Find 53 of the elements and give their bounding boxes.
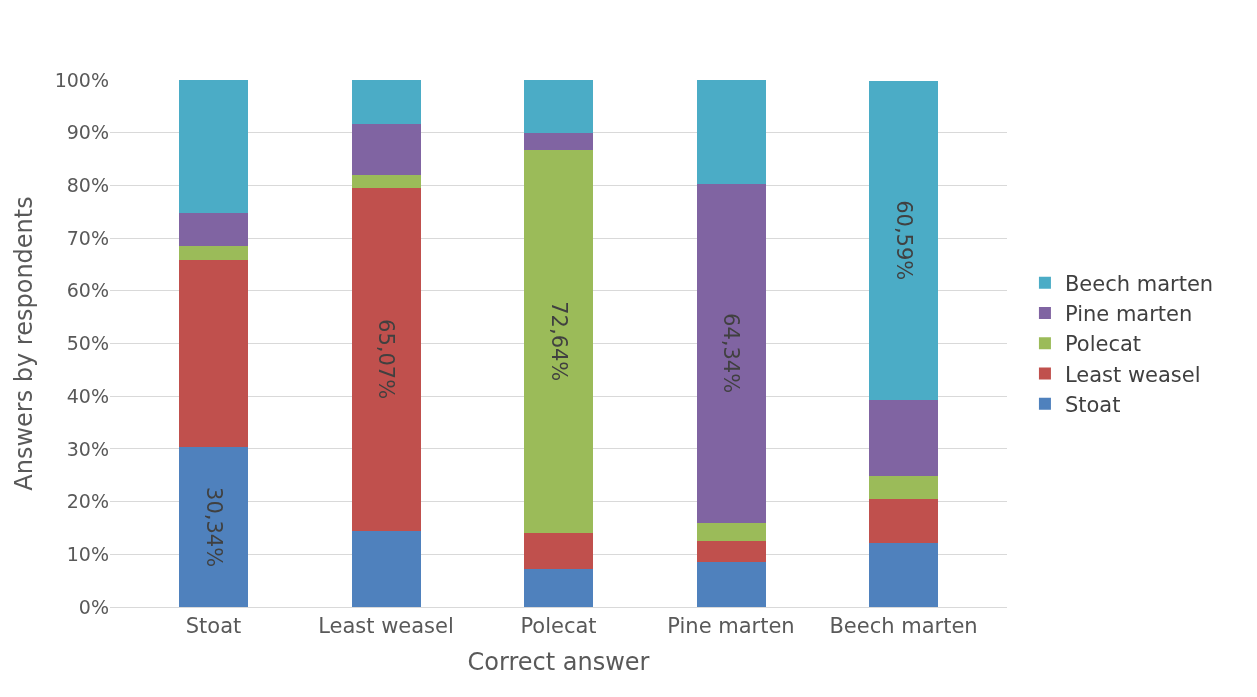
x-tick-label: Pine marten bbox=[667, 614, 795, 639]
bar bbox=[524, 532, 593, 570]
y-tick-label: 20% bbox=[66, 490, 109, 513]
legend-label: Stoat bbox=[1064, 393, 1121, 418]
y-tick-label: 40% bbox=[66, 384, 109, 407]
bar bbox=[351, 123, 421, 176]
y-tick-label: 70% bbox=[66, 226, 109, 249]
x-tick-label: Stoat bbox=[185, 614, 242, 639]
data-label: 60,59% bbox=[891, 200, 916, 281]
bar bbox=[869, 475, 938, 499]
bar bbox=[179, 447, 248, 607]
y-tick-label: 80% bbox=[66, 174, 109, 197]
data-label: 65,07% bbox=[374, 319, 398, 400]
legend-label: Polecat bbox=[1064, 332, 1142, 357]
y-tick-label: 100% bbox=[54, 68, 109, 91]
bar bbox=[696, 561, 766, 607]
bar bbox=[524, 80, 593, 134]
y-tick-label: 50% bbox=[66, 332, 109, 355]
y-tick-label: 10% bbox=[66, 542, 109, 565]
bar bbox=[179, 245, 248, 260]
y-tick-label: 90% bbox=[66, 121, 109, 144]
bar bbox=[524, 133, 593, 150]
x-tick-label: Beech marten bbox=[829, 614, 978, 639]
bar bbox=[179, 259, 248, 448]
bar bbox=[869, 498, 938, 544]
legend-label: Beech marten bbox=[1064, 271, 1214, 296]
bar bbox=[524, 149, 593, 533]
data-label: 30,34% bbox=[201, 487, 226, 568]
x-tick-label: Polecat bbox=[520, 614, 597, 639]
bar bbox=[696, 183, 766, 523]
bar bbox=[179, 213, 248, 246]
bar bbox=[351, 80, 421, 124]
bar bbox=[696, 522, 766, 542]
x-tick-label: Least weasel bbox=[318, 614, 454, 639]
y-tick-label: 60% bbox=[66, 279, 109, 302]
bar bbox=[351, 187, 421, 531]
y-tick-label: 0% bbox=[78, 595, 109, 618]
bar bbox=[869, 80, 938, 400]
bar bbox=[869, 543, 938, 607]
legend-label: Least weasel bbox=[1064, 362, 1201, 387]
bar bbox=[869, 399, 938, 476]
x-axis-title: Correct answer bbox=[467, 647, 650, 676]
bar bbox=[696, 541, 766, 562]
bar bbox=[179, 80, 248, 214]
data-label: 72,64% bbox=[546, 301, 571, 382]
legend-label: Pine marten bbox=[1064, 302, 1193, 327]
bar bbox=[351, 175, 421, 188]
bar bbox=[351, 530, 421, 607]
y-tick-label: 30% bbox=[66, 437, 109, 460]
data-label: 64,34% bbox=[719, 313, 743, 394]
bar bbox=[696, 80, 766, 184]
bar bbox=[524, 569, 593, 607]
y-axis-title: Answers by respondents bbox=[9, 196, 38, 491]
